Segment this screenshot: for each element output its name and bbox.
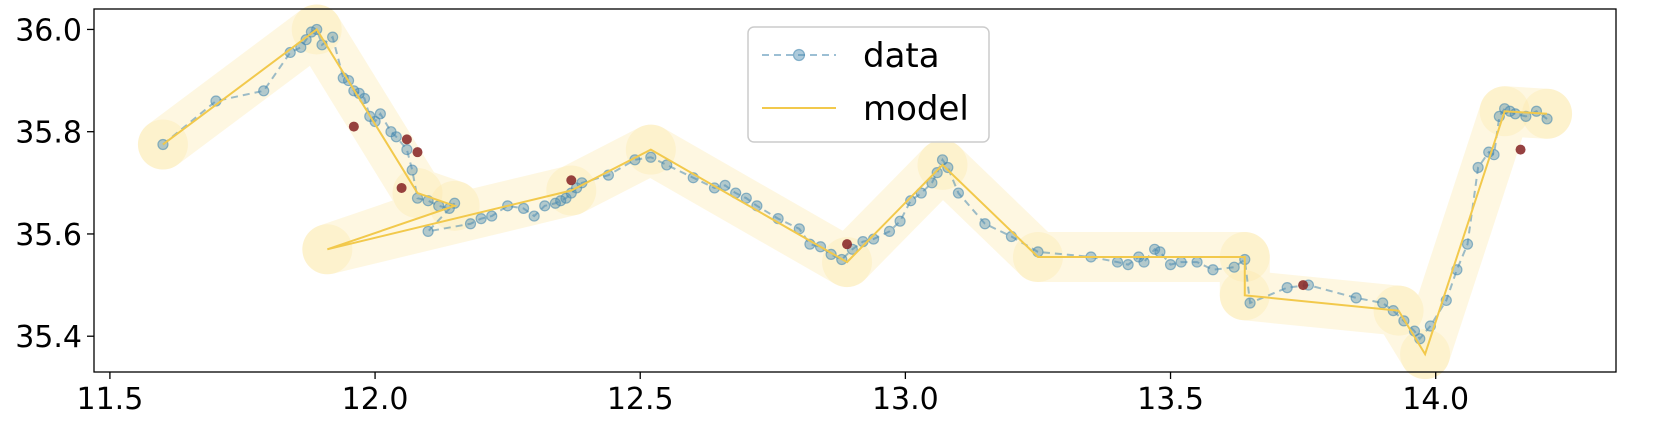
- legend-entry-data: data: [762, 36, 940, 76]
- data-point: [1541, 113, 1553, 125]
- data-point: [528, 210, 540, 222]
- data-point: [1138, 256, 1150, 268]
- outlier-point: [566, 175, 577, 186]
- data-point: [952, 187, 965, 199]
- data-point: [905, 195, 917, 207]
- y-tick-label: 36.0: [15, 13, 82, 48]
- legend-data-marker: [792, 48, 806, 62]
- x-tick-label: 14.0: [1402, 382, 1469, 417]
- data-point: [539, 200, 551, 212]
- legend: data model: [747, 26, 990, 143]
- data-point: [1175, 256, 1187, 268]
- data-point: [1032, 246, 1044, 258]
- data-point: [300, 34, 312, 46]
- x-tick-label: 12.0: [342, 382, 409, 417]
- data-point: [1472, 161, 1484, 174]
- data-point: [327, 31, 339, 43]
- outlier-point: [1298, 280, 1309, 291]
- data-point: [915, 187, 927, 199]
- outlier-layer: [348, 121, 1526, 291]
- data-point: [1244, 297, 1256, 309]
- x-axis: 11.5 12.0 12.5 13.0 13.5 14.0: [77, 372, 1469, 417]
- data-point: [390, 131, 402, 143]
- data-point: [422, 225, 434, 238]
- outlier-point: [412, 147, 423, 158]
- model-line: [162, 27, 1548, 357]
- data-point: [645, 151, 657, 163]
- data-point: [401, 143, 413, 156]
- data-point: [1281, 282, 1293, 294]
- data-point: [894, 215, 906, 227]
- outlier-point: [842, 239, 853, 250]
- data-point: [486, 210, 498, 222]
- data-point: [1111, 256, 1124, 268]
- x-tick-label: 11.5: [77, 382, 144, 417]
- data-point: [406, 164, 418, 176]
- data-point: [979, 218, 991, 230]
- data-point: [719, 179, 731, 191]
- outlier-point: [396, 182, 407, 193]
- data-point: [661, 159, 673, 171]
- data-point: [1377, 297, 1389, 309]
- legend-box: [747, 26, 990, 143]
- data-point: [475, 213, 487, 225]
- data-point: [1228, 261, 1240, 273]
- data-point: [555, 195, 567, 207]
- data-point: [1530, 105, 1543, 117]
- data-point: [549, 197, 561, 209]
- data-point: [517, 202, 530, 214]
- x-tick-label: 13.5: [1137, 382, 1204, 417]
- data-point: [464, 218, 477, 230]
- data-point: [1164, 259, 1177, 271]
- y-tick-label: 35.6: [15, 218, 82, 253]
- model-series-layer: [162, 27, 1548, 357]
- data-point: [1154, 246, 1166, 258]
- data-point: [931, 167, 943, 179]
- data-point: [942, 161, 954, 174]
- data-point: [1520, 110, 1532, 122]
- plot-frame: [93, 8, 1617, 373]
- outlier-point: [1515, 144, 1526, 155]
- data-point: [1122, 259, 1134, 271]
- data-point: [1149, 243, 1161, 255]
- data-point: [1005, 230, 1018, 243]
- data-point: [883, 225, 896, 238]
- data-point: [1350, 292, 1362, 304]
- outlier-point: [348, 121, 359, 132]
- data-point: [1207, 264, 1219, 276]
- data-point: [1191, 256, 1203, 268]
- data-point: [926, 177, 938, 189]
- legend-entry-model: model: [762, 89, 969, 129]
- y-tick-label: 35.4: [15, 320, 82, 355]
- data-point: [374, 108, 386, 120]
- legend-label-data: data: [863, 36, 940, 76]
- legend-label-model: model: [863, 89, 969, 129]
- y-axis: 35.4 35.6 35.8 36.0: [15, 13, 94, 355]
- y-tick-label: 35.8: [15, 116, 82, 151]
- data-point: [1509, 108, 1521, 120]
- outlier-point: [401, 134, 412, 145]
- data-point: [1461, 238, 1474, 250]
- data-series-layer: [157, 23, 1553, 345]
- data-point: [258, 85, 270, 97]
- x-tick-label: 13.0: [872, 382, 939, 417]
- x-tick-label: 12.5: [607, 382, 674, 417]
